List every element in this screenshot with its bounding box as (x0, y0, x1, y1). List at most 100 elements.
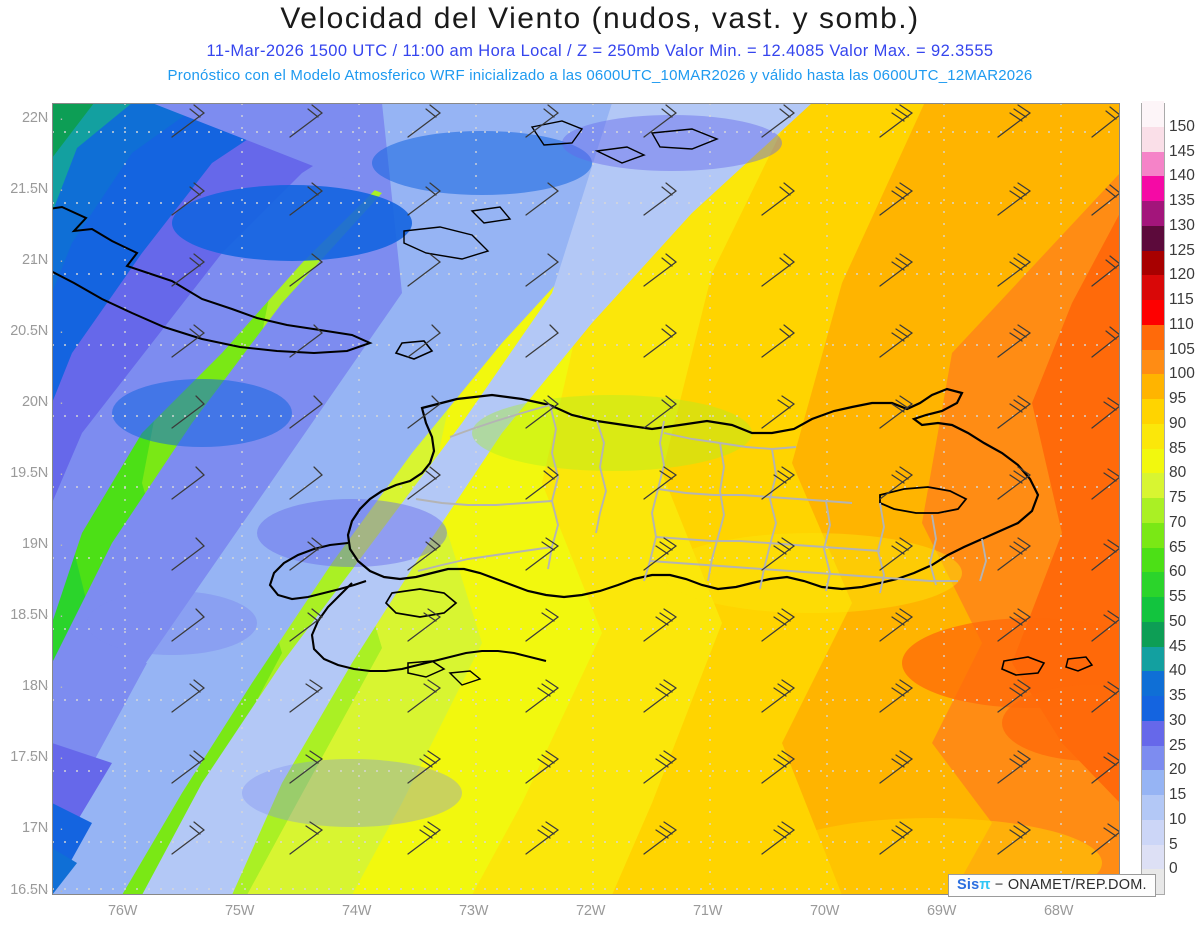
agency-text: − ONAMET/REP.DOM. (994, 877, 1147, 893)
colorbar-tick-label: 20 (1169, 761, 1187, 779)
y-tick-label: 17N (22, 820, 48, 836)
colorbar-swatch (1142, 249, 1164, 276)
colorbar-swatch (1142, 423, 1164, 449)
colorbar-swatch (1142, 843, 1164, 870)
colorbar-swatch (1142, 225, 1164, 251)
colorbar-tick-label: 100 (1169, 365, 1195, 383)
colorbar-swatch (1142, 546, 1164, 573)
colorbar-tick-label: 25 (1169, 736, 1187, 754)
colorbar-swatch (1142, 645, 1164, 672)
colorbar-tick-label: 95 (1169, 390, 1187, 407)
colorbar-tick-label: 50 (1169, 612, 1187, 630)
colorbar-tick-label: 135 (1169, 192, 1195, 209)
colorbar-tick-label: 145 (1169, 142, 1195, 160)
colorbar-swatch (1142, 175, 1164, 201)
colorbar-swatch (1142, 348, 1164, 375)
colorbar-tick-label: 40 (1169, 662, 1187, 680)
colorbar-swatch (1142, 299, 1164, 325)
colorbar-tick-label: 65 (1169, 538, 1187, 556)
y-tick-label: 18.5N (10, 607, 48, 623)
colorbar-swatch (1142, 324, 1164, 350)
cuba-outline (52, 205, 373, 355)
map-plot-area (52, 103, 1120, 895)
colorbar-tick-label: 90 (1169, 414, 1187, 432)
y-tick-label: 19.5N (10, 465, 48, 481)
x-tick-label: 71W (693, 903, 723, 919)
y-tick-dots: · · · (30, 252, 67, 268)
colorbar-swatch (1142, 621, 1164, 647)
colorbar-swatch (1142, 101, 1164, 127)
colorbar-tick-label: 130 (1169, 216, 1195, 234)
y-tick-label: 18N (22, 678, 48, 694)
y-tick-dots: · · · (30, 394, 67, 410)
colorbar-swatch (1142, 200, 1164, 226)
colorbar-tick-label: 30 (1169, 711, 1187, 729)
colorbar-swatch (1142, 398, 1164, 424)
x-tick-label: 74W (342, 903, 372, 919)
colorbar-swatch (1142, 497, 1164, 523)
colorbar-tick-label: 45 (1169, 637, 1187, 655)
colorbar-swatch (1142, 720, 1164, 746)
y-tick-label: 17.5N (10, 749, 48, 765)
y-tick-dots: · · · (30, 465, 67, 481)
colorbar-swatch (1142, 274, 1164, 300)
pi-symbol: π (979, 877, 991, 893)
y-tick-dots: · · · (30, 110, 67, 126)
y-tick-dots: · · · (30, 323, 67, 339)
colorbar (1141, 101, 1165, 895)
colorbar-tick-label: 80 (1169, 464, 1187, 482)
colorbar-tick-label: 35 (1169, 687, 1187, 704)
sis-text: Sis (957, 877, 980, 893)
y-tick-dots: · · · (30, 536, 67, 552)
colorbar-tick-label: 120 (1169, 266, 1195, 284)
colorbar-swatch (1142, 819, 1164, 845)
colorbar-tick-label: 115 (1169, 291, 1194, 308)
y-tick-dots: · · · (30, 820, 67, 836)
colorbar-swatch (1142, 571, 1164, 597)
y-tick-label: 22N (22, 110, 48, 126)
colorbar-swatch (1142, 150, 1164, 177)
colorbar-swatch (1142, 447, 1164, 474)
y-tick-label: 20.5N (10, 323, 48, 339)
colorbar-tick-label: 55 (1169, 588, 1187, 605)
colorbar-tick-label: 125 (1169, 241, 1195, 259)
colorbar-tick-label: 150 (1169, 117, 1195, 135)
y-tick-label: 21N (22, 252, 48, 268)
colorbar-swatch (1142, 522, 1164, 548)
attribution-watermark: Sisπ − ONAMET/REP.DOM. (948, 874, 1156, 897)
colorbar-swatch (1142, 744, 1164, 771)
y-tick-dots: · · · (30, 678, 67, 694)
colorbar-tick-label: 70 (1169, 513, 1187, 531)
colorbar-swatch (1142, 794, 1164, 820)
x-tick-label: 69W (927, 903, 957, 919)
colorbar-tick-label: 85 (1169, 439, 1187, 457)
colorbar-tick-label: 0 (1169, 860, 1178, 878)
x-tick-label: 68W (1044, 903, 1074, 919)
colorbar-tick-label: 110 (1169, 315, 1194, 333)
colorbar-swatch (1142, 126, 1164, 152)
x-tick-label: 76W (108, 903, 138, 919)
y-tick-dots: · · · (30, 181, 67, 197)
colorbar-tick-label: 75 (1169, 489, 1187, 506)
colorbar-swatch (1142, 373, 1164, 399)
x-tick-label: 75W (225, 903, 255, 919)
y-tick-label: 19N (22, 536, 48, 552)
y-tick-dots: · · · (30, 749, 67, 765)
colorbar-swatch (1142, 670, 1164, 696)
colorbar-swatch (1142, 769, 1164, 795)
y-tick-label: 20N (22, 394, 48, 410)
x-tick-label: 73W (459, 903, 489, 919)
colorbar-tick-label: 60 (1169, 563, 1187, 581)
colorbar-tick-label: 105 (1169, 340, 1195, 358)
y-tick-dots: · · · (30, 882, 67, 898)
subtitle-datetime-level: 11-Mar-2026 1500 UTC / 11:00 am Hora Loc… (206, 42, 994, 60)
colorbar-swatch (1142, 472, 1164, 498)
colorbar-swatch (1142, 695, 1164, 721)
colorbar-tick-label: 10 (1169, 810, 1187, 828)
colorbar-tick-label: 5 (1169, 835, 1178, 853)
page-title: Velocidad del Viento (nudos, vast. y som… (280, 2, 920, 35)
x-tick-label: 70W (810, 903, 840, 919)
y-tick-dots: · · · (30, 607, 67, 623)
colorbar-swatch (1142, 596, 1164, 622)
